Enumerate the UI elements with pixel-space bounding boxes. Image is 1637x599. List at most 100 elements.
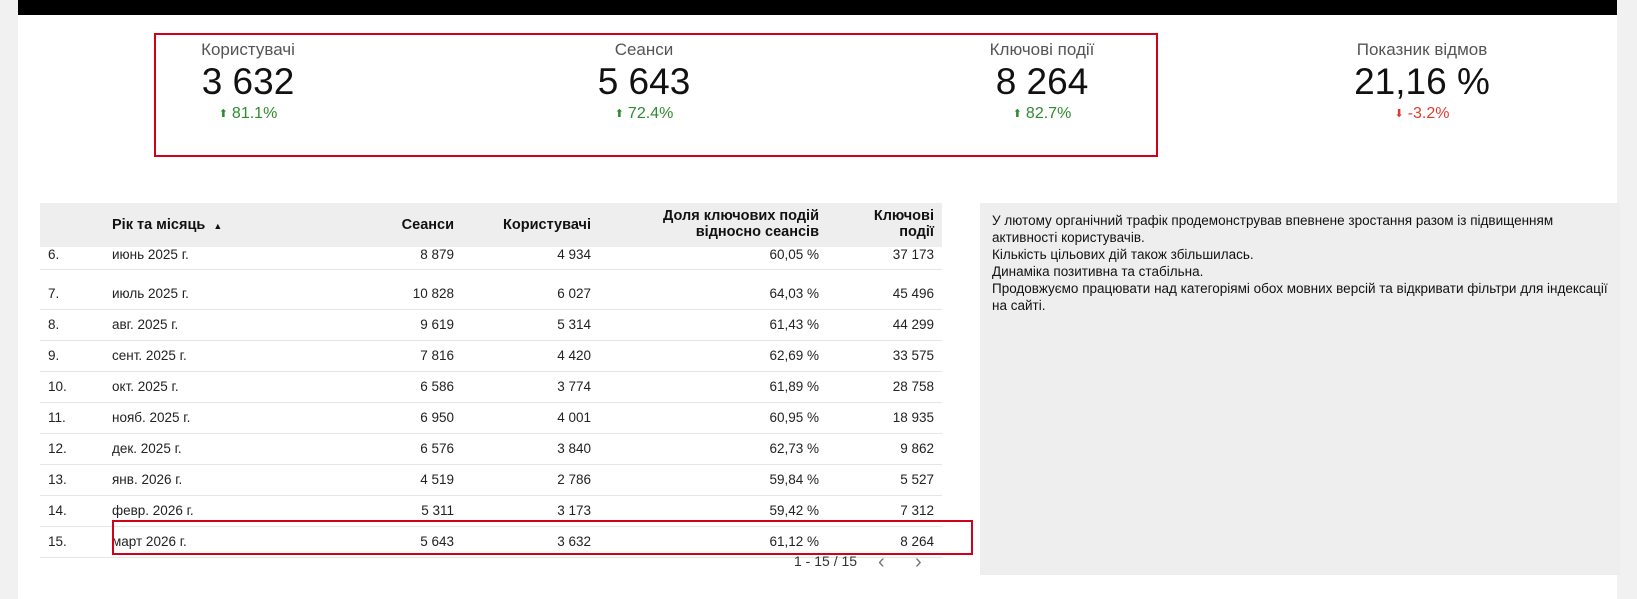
cell-month: июнь 2025 г.	[112, 247, 189, 262]
table-row[interactable]: 13. янв. 2026 г. 4 519 2 786 59,84 % 5 527	[40, 464, 942, 496]
cell-sessions: 5 311	[421, 503, 454, 518]
cell-sessions: 9 619	[420, 317, 454, 332]
cell-events: 5 527	[900, 472, 934, 487]
cell-share: 59,84 %	[769, 472, 819, 487]
cell-sessions: 10 828	[412, 286, 454, 301]
arrow-down-icon: ⬇	[1394, 107, 1404, 120]
cell-sessions: 4 519	[420, 472, 454, 487]
cell-share: 61,12 %	[769, 534, 819, 549]
cell-users: 2 786	[557, 472, 591, 487]
header-key-events[interactable]: Ключові події	[874, 208, 934, 240]
cell-month: окт. 2025 г.	[112, 379, 179, 394]
kpi-value: 8 264	[995, 61, 1089, 102]
cell-share: 60,95 %	[769, 410, 819, 425]
cell-users: 4 420	[557, 348, 591, 363]
sort-asc-icon[interactable]: ▲	[213, 221, 223, 231]
header-share-line1: Доля ключових подій	[663, 208, 819, 224]
cell-sessions: 6 586	[420, 379, 454, 394]
cell-events: 7 312	[900, 503, 934, 518]
cell-events: 8 264	[900, 534, 934, 549]
kpi-value: 3 632	[201, 61, 295, 102]
kpi-bounce-rate[interactable]: Показник відмов 21,16 % ⬇ -3.2%	[1272, 40, 1572, 123]
table-row[interactable]: 11. нояб. 2025 г. 6 950 4 001 60,95 % 18 935	[40, 402, 942, 434]
cell-n: 8.	[48, 317, 60, 332]
cell-n: 15.	[48, 534, 67, 549]
kpi-label: Ключові події	[989, 40, 1095, 59]
cell-sessions: 8 879	[420, 247, 454, 262]
cell-events: 9 862	[900, 441, 934, 456]
cell-events: 45 496	[892, 286, 934, 301]
current-month-highlight	[112, 520, 973, 555]
cell-events: 28 758	[892, 379, 934, 394]
cell-users: 3 173	[557, 503, 591, 518]
cell-share: 62,73 %	[769, 441, 819, 456]
cell-n: 12.	[48, 441, 67, 456]
kpi-label: Сеанси	[614, 40, 674, 59]
kpi-delta-value: 72.4%	[627, 104, 674, 122]
cell-n: 11.	[48, 410, 66, 425]
kpi-delta: ⬇ -3.2%	[1272, 105, 1572, 123]
cell-n: 7.	[48, 286, 60, 301]
kpi-key-events[interactable]: Ключові події 8 264 ⬆ 82.7%	[892, 40, 1192, 123]
kpi-value: 5 643	[597, 61, 691, 102]
cell-users: 4 001	[557, 410, 591, 425]
cell-month: июль 2025 г.	[112, 286, 189, 301]
kpi-value: 21,16 %	[1354, 61, 1490, 102]
table-header: Рік та місяць ▲ Сеанси Користувачі Доля …	[40, 203, 942, 247]
table-row[interactable]: 8. авг. 2025 г. 9 619 5 314 61,43 % 44 299	[40, 309, 942, 341]
header-month[interactable]: Рік та місяць ▲	[112, 217, 222, 234]
commentary-panel: У лютому органічний трафік продемонструв…	[980, 203, 1620, 575]
header-month-label: Рік та місяць	[112, 217, 206, 233]
cell-month: авг. 2025 г.	[112, 317, 179, 332]
arrow-up-icon: ⬆	[1012, 107, 1022, 120]
cell-share: 61,43 %	[769, 317, 819, 332]
table-row[interactable]: 6. июнь 2025 г. 8 879 4 934 60,05 % 37 173	[40, 247, 942, 270]
cell-users: 4 934	[557, 247, 591, 262]
cell-users: 6 027	[557, 286, 591, 301]
table-row[interactable]: 14. февр. 2026 г. 5 311 3 173 59,42 % 7 312	[40, 495, 942, 527]
cell-users: 3 840	[557, 441, 591, 456]
kpi-sessions[interactable]: Сеанси 5 643 ⬆ 72.4%	[494, 40, 794, 123]
cell-share: 62,69 %	[769, 348, 819, 363]
header-share[interactable]: Доля ключових подій відносно сеансів	[663, 208, 819, 240]
table-row[interactable]: 15. март 2026 г. 5 643 3 632 61,12 % 8 264	[40, 526, 942, 558]
cell-n: 13.	[48, 472, 67, 487]
cell-share: 60,05 %	[769, 247, 819, 262]
table-row[interactable]: 7. июль 2025 г. 10 828 6 027 64,03 % 45 496	[40, 278, 942, 310]
cell-sessions: 7 816	[420, 348, 454, 363]
kpi-label: Користувачі	[201, 40, 295, 59]
table-row[interactable]: 10. окт. 2025 г. 6 586 3 774 61,89 % 28 758	[40, 371, 942, 403]
kpi-label: Показник відмов	[1356, 40, 1488, 59]
cell-sessions: 6 576	[420, 441, 454, 456]
cell-share: 59,42 %	[769, 503, 819, 518]
chevron-right-icon[interactable]: ›	[915, 551, 922, 573]
table-row[interactable]: 9. сент. 2025 г. 7 816 4 420 62,69 % 33 575	[40, 340, 942, 372]
cell-month: февр. 2026 г.	[112, 503, 194, 518]
cell-users: 3 632	[557, 534, 591, 549]
header-users[interactable]: Користувачі	[503, 217, 591, 233]
report-page: Користувачі 3 632 ⬆ 81.1% Сеанси 5 643 ⬆ 7…	[18, 0, 1620, 599]
header-events-line1: Ключові	[873, 208, 934, 224]
header-events-line2: події	[899, 224, 934, 240]
kpi-delta: ⬆ 72.4%	[494, 105, 794, 123]
cell-sessions: 5 643	[420, 534, 454, 549]
chevron-left-icon[interactable]: ‹	[878, 551, 885, 573]
commentary-line: У лютому органічний трафік продемонструв…	[992, 213, 1554, 245]
cell-month: нояб. 2025 г.	[112, 410, 191, 425]
cell-events: 44 299	[892, 317, 934, 332]
table-row[interactable]: 12. дек. 2025 г. 6 576 3 840 62,73 % 9 862	[40, 433, 942, 465]
kpi-delta-value: 81.1%	[231, 104, 278, 122]
cell-sessions: 6 950	[420, 410, 454, 425]
cell-n: 10.	[48, 379, 67, 394]
kpi-users[interactable]: Користувачі 3 632 ⬆ 81.1%	[98, 40, 398, 123]
header-share-line2: відносно сеансів	[695, 224, 819, 240]
commentary-line: Кількість цільових дій також збільшилась…	[992, 247, 1254, 262]
kpi-delta-value: 82.7%	[1025, 104, 1072, 122]
cell-events: 33 575	[892, 348, 934, 363]
top-bar	[18, 0, 1617, 15]
commentary-line: Динаміка позитивна та стабільна.	[992, 264, 1204, 279]
header-sessions[interactable]: Сеанси	[401, 217, 454, 233]
cell-month: сент. 2025 г.	[112, 348, 187, 363]
cell-n: 14.	[48, 503, 67, 518]
cell-share: 61,89 %	[769, 379, 819, 394]
